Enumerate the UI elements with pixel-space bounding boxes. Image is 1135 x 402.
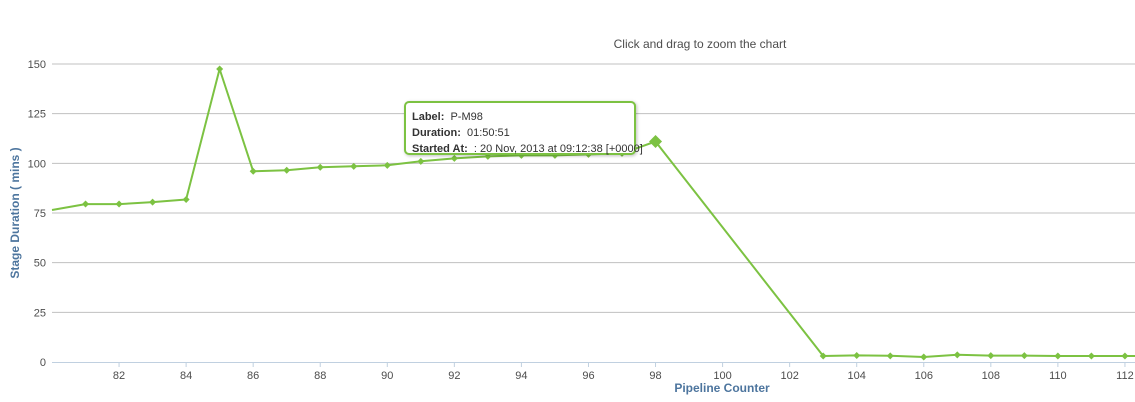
data-point[interactable] [987,352,995,360]
data-point[interactable] [886,352,894,360]
x-tick-label: 110 [1049,370,1067,382]
y-axis-ticks: 0 25 50 75 100 125 150 [28,59,46,369]
x-tick-label: 88 [314,370,326,382]
series-line [51,68,1135,358]
x-tick-label: 90 [381,370,393,382]
data-point[interactable] [216,65,224,73]
x-tick-label: 108 [982,370,1000,382]
data-point[interactable] [316,163,324,171]
y-tick-label: 150 [28,59,46,71]
tooltip-started-key: Started At: [412,143,468,155]
data-point[interactable] [283,166,291,174]
y-tick-label: 0 [40,357,46,369]
data-point[interactable] [450,154,458,162]
data-point[interactable] [1054,352,1062,360]
data-point[interactable] [1020,352,1028,360]
x-tick-label: 102 [780,370,798,382]
y-tick-label: 75 [34,208,46,220]
chart-tooltip: Label: P-M98 Duration: 01:50:51 Started … [404,101,643,157]
data-point[interactable] [115,200,123,208]
data-point[interactable] [149,198,157,206]
tooltip-label-row: Label: P-M98 [412,109,628,125]
tooltip-duration-row: Duration: 01:50:51 [412,125,628,141]
data-point[interactable] [819,352,827,360]
x-tick-label: 84 [180,370,192,382]
data-point[interactable] [953,351,961,359]
x-tick-label: 86 [247,370,259,382]
tooltip-started-value: : 20 Nov, 2013 at 09:12:38 [+0000] [473,143,643,155]
data-point[interactable] [249,167,257,175]
tooltip-duration-key: Duration: [412,127,461,139]
x-axis-title: Pipeline Counter [674,381,770,395]
data-point[interactable] [383,161,391,169]
x-tick-label: 106 [915,370,933,382]
x-tick-label: 82 [113,370,125,382]
data-point[interactable] [417,157,425,165]
highlighted-data-point[interactable] [649,134,663,148]
data-point[interactable] [182,195,190,203]
data-point[interactable] [82,200,90,208]
tooltip-label-value: P-M98 [450,111,483,123]
tooltip-duration-value: 01:50:51 [466,127,510,139]
x-tick-label: 112 [1116,370,1134,382]
y-tick-label: 25 [34,307,46,319]
tooltip-label-key: Label: [412,111,445,123]
chart-subtitle: Click and drag to zoom the chart [614,37,787,51]
x-tick-label: 96 [582,370,594,382]
tooltip-started-row: Started At: : 20 Nov, 2013 at 09:12:38 [… [412,141,643,157]
data-point[interactable] [920,353,928,361]
x-tick-label: 92 [448,370,460,382]
x-tick-label: 100 [713,370,731,382]
data-point[interactable] [1121,352,1129,360]
x-axis-ticks: 82 84 86 88 90 92 94 96 98 100 102 104 106 108 110 112 [113,362,1134,382]
y-tick-label: 125 [28,109,46,121]
data-point[interactable] [350,162,358,170]
data-point[interactable] [1087,352,1095,360]
y-axis-title: Stage Duration ( mins ) [8,147,22,278]
x-tick-label: 94 [515,370,527,382]
y-tick-label: 50 [34,258,46,270]
x-tick-label: 104 [848,370,866,382]
y-tick-label: 100 [28,158,46,170]
data-point[interactable] [853,351,861,359]
x-tick-label: 98 [649,370,661,382]
